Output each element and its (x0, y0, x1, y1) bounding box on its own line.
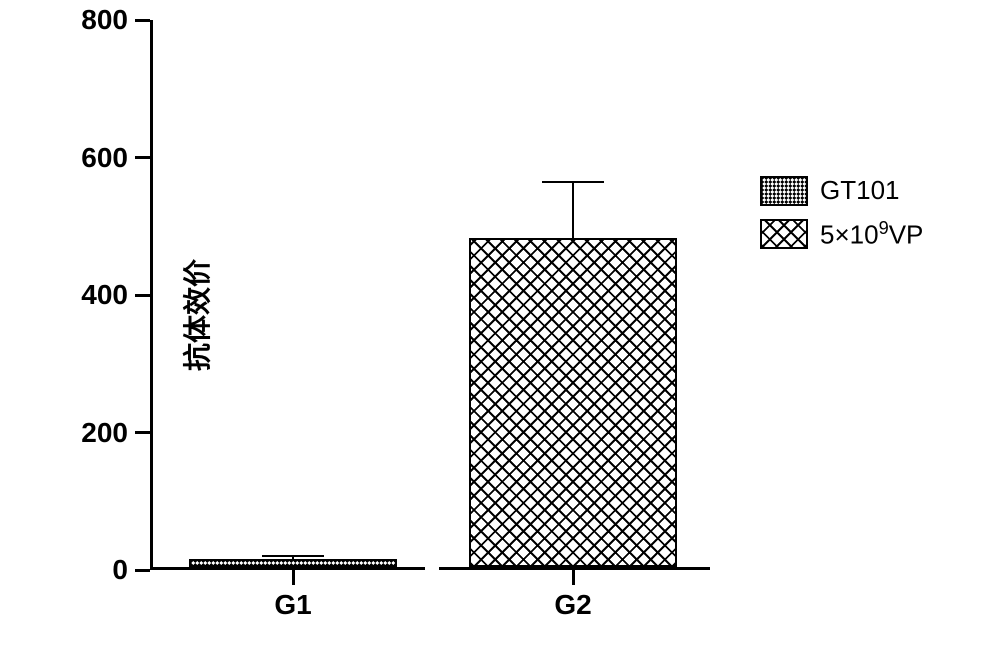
error-bar-stem (572, 182, 574, 238)
y-tick-label: 400 (81, 279, 128, 311)
legend-item: 5×109VP (760, 218, 923, 251)
x-tick-label: G1 (274, 589, 311, 621)
bar-chart: 抗体效价 0200400600800G1G2 (110, 20, 710, 610)
legend-label: 5×109VP (820, 218, 923, 251)
legend-label: GT101 (820, 175, 900, 206)
error-bar-cap (542, 181, 604, 183)
y-tick (135, 19, 150, 22)
legend-swatch (760, 219, 808, 249)
legend-swatch (760, 176, 808, 206)
bar (469, 238, 676, 567)
y-tick (135, 156, 150, 159)
x-tick (292, 570, 295, 585)
bar (189, 559, 396, 567)
y-tick (135, 431, 150, 434)
x-axis-break (425, 567, 439, 570)
legend-item: GT101 (760, 175, 923, 206)
error-bar-cap (262, 555, 324, 557)
x-tick-label: G2 (554, 589, 591, 621)
y-tick-label: 600 (81, 142, 128, 174)
legend: GT101 5×109VP (760, 175, 923, 263)
y-tick (135, 294, 150, 297)
y-tick-label: 0 (112, 554, 128, 586)
y-tick-label: 200 (81, 417, 128, 449)
x-tick (572, 570, 575, 585)
y-tick (135, 569, 150, 572)
y-tick-label: 800 (81, 4, 128, 36)
plot-area: 0200400600800G1G2 (150, 20, 710, 570)
